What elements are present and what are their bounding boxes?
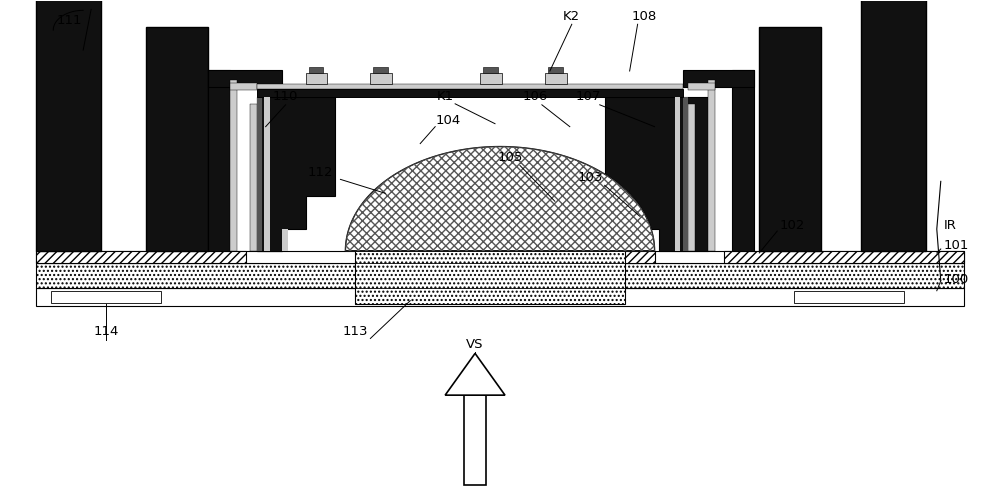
Text: 112: 112	[308, 166, 333, 179]
Bar	[282, 229, 288, 251]
Bar	[360, 251, 415, 263]
Text: 100: 100	[944, 273, 969, 286]
Bar	[759, 27, 821, 251]
Bar	[794, 291, 904, 302]
Bar	[230, 83, 257, 90]
Bar	[724, 251, 964, 263]
Bar	[600, 251, 655, 263]
Bar	[264, 97, 270, 251]
Bar	[545, 73, 567, 84]
Bar	[688, 83, 715, 90]
Bar	[370, 73, 392, 84]
Bar	[355, 246, 625, 303]
Bar	[373, 67, 388, 73]
Bar	[309, 67, 323, 73]
Bar	[230, 80, 237, 251]
Text: 105: 105	[497, 152, 523, 164]
Bar	[257, 97, 262, 251]
Bar	[688, 104, 695, 251]
Polygon shape	[345, 147, 655, 251]
Text: 104: 104	[435, 114, 460, 127]
Bar	[675, 97, 680, 251]
Bar	[51, 291, 161, 302]
Bar	[208, 70, 230, 251]
Bar	[257, 97, 282, 251]
Text: 102: 102	[779, 219, 805, 232]
Bar	[708, 80, 715, 251]
Bar	[36, 263, 964, 288]
Text: IR: IR	[944, 219, 957, 232]
Text: 113: 113	[343, 326, 368, 338]
Bar	[36, 251, 964, 263]
Bar	[306, 73, 327, 84]
Text: K1: K1	[437, 90, 454, 103]
Bar	[683, 70, 754, 87]
Bar	[548, 67, 563, 73]
Polygon shape	[605, 97, 683, 251]
Bar	[861, 0, 926, 251]
Bar	[208, 70, 282, 87]
Text: VS: VS	[466, 338, 484, 352]
Bar	[683, 97, 708, 251]
Bar	[36, 251, 246, 263]
Bar	[732, 70, 754, 251]
Text: 101: 101	[944, 239, 969, 252]
Bar	[257, 89, 683, 97]
Polygon shape	[257, 97, 335, 251]
Text: 108: 108	[632, 10, 657, 23]
Text: K2: K2	[563, 10, 580, 23]
Bar	[483, 67, 498, 73]
Polygon shape	[445, 354, 505, 395]
Bar	[683, 97, 688, 251]
Bar	[146, 27, 208, 251]
Text: 114: 114	[93, 326, 119, 338]
Bar	[480, 73, 502, 84]
Text: 111: 111	[56, 14, 82, 27]
Text: 110: 110	[273, 90, 298, 103]
Text: 103: 103	[577, 171, 602, 184]
Bar	[36, 288, 964, 306]
Bar	[257, 84, 683, 89]
Bar	[36, 0, 101, 251]
Text: 106: 106	[522, 90, 548, 103]
Bar	[250, 104, 257, 251]
Text: 107: 107	[575, 90, 600, 103]
Bar	[464, 395, 486, 485]
